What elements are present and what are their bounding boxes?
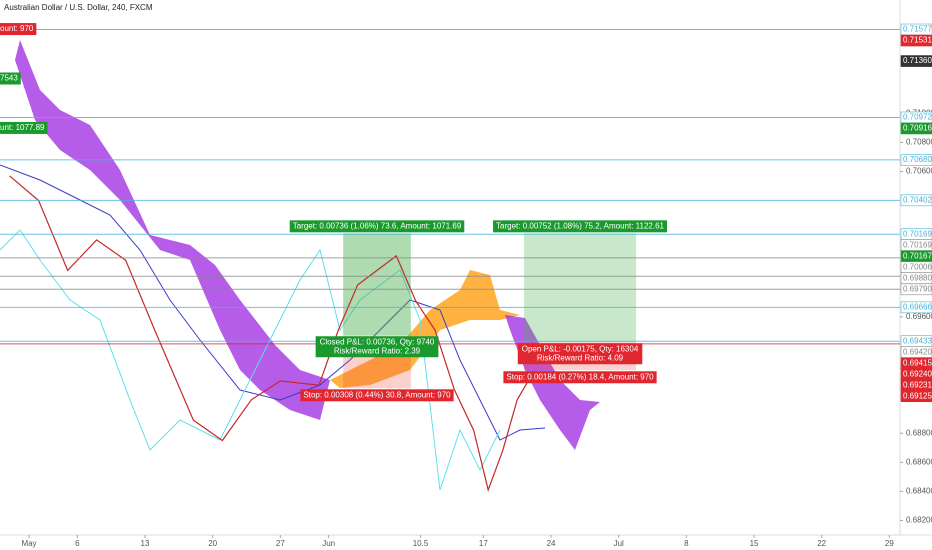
trade-label: Target: 0.00736 (1.06%) 73.6, Amount: 10… [293, 221, 462, 230]
indicator-line [0, 229, 501, 491]
trade-label-bg [300, 389, 454, 402]
target-zone [343, 233, 411, 336]
x-tick-label: 10.5 [413, 539, 429, 548]
price-tag-label: 0.71360 [903, 56, 932, 65]
price-tag [900, 390, 932, 403]
price-tag [900, 194, 932, 207]
price-tag-label: 0.69790 [903, 284, 932, 293]
x-tick-label: Jun [322, 539, 335, 548]
trade-label-bg [517, 343, 643, 365]
price-tag-label: 0.70402 [903, 195, 932, 204]
trade-label-bg [0, 121, 48, 134]
price-tag-label: 0.70680 [903, 155, 932, 164]
trade-label: Risk/Reward Ratio: 4.09 [537, 353, 624, 362]
trade-label-bg [503, 371, 657, 384]
price-tag-label: 0.70169 [903, 240, 932, 249]
trade-label: unt: 1077.89 [0, 123, 45, 132]
price-tag [900, 122, 932, 135]
price-tag-label: 0.70167 [903, 251, 932, 260]
price-tag-label: 0.69880 [903, 273, 932, 282]
x-tick-label: 29 [885, 539, 894, 548]
price-tag-label: 0.69420 [903, 347, 932, 356]
price-tag-label: 0.70006 [903, 262, 932, 271]
price-tag [900, 301, 932, 314]
cloud [15, 40, 330, 420]
price-tag-label: 0.69433 [903, 336, 932, 345]
x-tick-label: 8 [684, 539, 689, 548]
price-tag-label: 0.71577 [903, 25, 932, 34]
x-tick-label: Jul [614, 539, 624, 548]
trade-label: Risk/Reward Ratio: 2.39 [334, 346, 421, 355]
price-tag-label: 0.70972 [903, 113, 932, 122]
trade-label-bg [493, 220, 668, 233]
price-tag [900, 154, 932, 166]
x-tick-label: May [21, 539, 36, 548]
cloud [330, 270, 520, 388]
x-tick-label: 20 [208, 539, 217, 548]
trade-label-bg [315, 336, 439, 358]
price-tag-label: 0.69240 [903, 369, 932, 378]
trade-label: Open P&L: -0.00175, Qty: 16304 [522, 344, 639, 353]
trade-label: Closed P&L: 0.00736, Qty: 9740 [320, 337, 435, 346]
price-tag [900, 55, 932, 67]
chart-title: Australian Dollar / U.S. Dollar, 240, FX… [4, 3, 153, 12]
price-tag-label: 0.71531 [903, 36, 932, 45]
price-tag [900, 283, 932, 296]
trade-label: Target: 0.00752 (1.08%) 75.2, Amount: 11… [496, 221, 665, 230]
x-tick-label: 15 [750, 539, 759, 548]
trade-label: ount: 970 [0, 24, 34, 33]
price-line [9, 175, 533, 492]
x-tick-label: 17 [479, 539, 488, 548]
x-tick-label: 27 [276, 539, 285, 548]
trade-label-bg [0, 23, 37, 36]
target-zone [523, 233, 637, 343]
indicator-line [0, 164, 546, 441]
trade-label: 7543 [0, 74, 18, 83]
x-tick-label: 24 [547, 539, 556, 548]
price-tag-label: 0.69666 [903, 302, 932, 311]
y-tick-label: 0.68200 [906, 516, 932, 525]
x-tick-label: 13 [141, 539, 150, 548]
trade-label-bg [289, 220, 465, 233]
x-tick-label: 22 [817, 539, 826, 548]
trade-label-bg [0, 72, 21, 85]
price-tag-label: 0.69415 [903, 358, 932, 367]
price-tag-label: 0.70916 [903, 124, 932, 133]
trade-label: Stop: 0.00308 (0.44%) 30.8, Amount: 970 [303, 390, 451, 399]
trade-label: Stop: 0.00184 (0.27%) 18.4, Amount: 970 [506, 372, 654, 381]
price-tag-label: 0.70169 [903, 229, 932, 238]
x-tick-label: 6 [75, 539, 80, 548]
price-tag-label: 0.69125 [903, 391, 932, 400]
price-tag-label: 0.69231 [903, 380, 932, 389]
price-tag [900, 34, 932, 47]
